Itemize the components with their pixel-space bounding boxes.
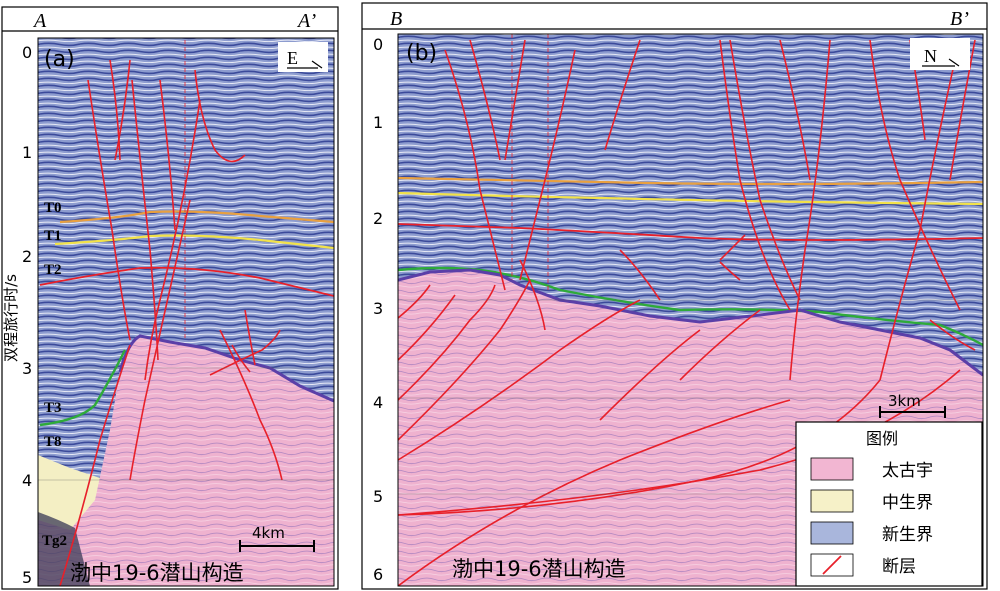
svg-text:2: 2 bbox=[22, 247, 32, 266]
time-axis-b: 0 1 2 3 4 5 6 bbox=[373, 35, 383, 584]
svg-text:6: 6 bbox=[373, 565, 383, 584]
svg-text:3: 3 bbox=[373, 299, 383, 318]
horizon-t3-a bbox=[39, 349, 127, 427]
svg-text:1: 1 bbox=[373, 113, 383, 132]
svg-text:T2: T2 bbox=[44, 262, 62, 278]
panel-a-right-label: A’ bbox=[296, 10, 316, 32]
scale-bar-a: 4km bbox=[239, 524, 315, 552]
fault-symbol-icon bbox=[822, 555, 842, 575]
svg-text:3km: 3km bbox=[888, 392, 921, 410]
svg-text:4: 4 bbox=[22, 471, 32, 490]
svg-text:4km: 4km bbox=[252, 524, 285, 542]
svg-text:T8: T8 bbox=[44, 434, 62, 450]
legend-label-fault: 断层 bbox=[882, 557, 916, 577]
faults-a bbox=[59, 59, 283, 586]
horizon-t0-a bbox=[59, 210, 334, 224]
horizon-t2-b bbox=[398, 223, 983, 241]
svg-text:1: 1 bbox=[22, 143, 32, 162]
top-archean-a bbox=[118, 334, 334, 403]
legend-swatch-mesozoic bbox=[810, 489, 854, 513]
direction-box-a: E bbox=[278, 42, 328, 72]
horizon-t1-b bbox=[398, 191, 983, 206]
horizon-t0-b bbox=[398, 176, 983, 186]
svg-text:3: 3 bbox=[22, 359, 32, 378]
horizon-labels-a: T0 T1 T2 T3 T8 Tg2 bbox=[42, 200, 67, 549]
caption-a: 渤中19-6潜山构造 bbox=[70, 561, 244, 585]
svg-text:0: 0 bbox=[373, 35, 383, 54]
y-axis-label: 双程旅行时/s bbox=[2, 274, 20, 362]
svg-text:T0: T0 bbox=[44, 200, 62, 216]
horizon-t1-a bbox=[54, 234, 334, 250]
svg-text:4: 4 bbox=[373, 393, 383, 412]
caption-b: 渤中19-6潜山构造 bbox=[452, 557, 626, 581]
legend: 图例 太古宇 中生界 新生界 断层 bbox=[795, 421, 983, 587]
direction-box-b: N bbox=[910, 38, 970, 70]
panel-b: B B’ bbox=[361, 2, 988, 590]
time-axis-a: 0 1 2 3 4 5 bbox=[22, 43, 32, 587]
panel-b-left-label: B bbox=[390, 8, 402, 30]
legend-label-archean: 太古宇 bbox=[882, 461, 933, 481]
horizon-t2-a bbox=[39, 266, 334, 297]
svg-text:5: 5 bbox=[373, 487, 383, 506]
legend-swatch-archean bbox=[810, 457, 854, 481]
svg-text:N: N bbox=[924, 46, 937, 66]
svg-text:5: 5 bbox=[22, 568, 32, 587]
panel-b-right-label: B’ bbox=[950, 8, 969, 30]
svg-text:T1: T1 bbox=[44, 228, 62, 244]
panel-a-left-label: A bbox=[32, 10, 47, 32]
svg-text:T3: T3 bbox=[44, 400, 62, 416]
top-archean-b bbox=[398, 268, 983, 377]
panel-a: A A’ bbox=[1, 6, 339, 590]
svg-text:0: 0 bbox=[22, 43, 32, 62]
horizon-t3-b bbox=[398, 266, 983, 347]
svg-text:E: E bbox=[287, 48, 298, 68]
svg-text:Tg2: Tg2 bbox=[42, 533, 67, 549]
scale-bar-b: 3km bbox=[879, 392, 946, 418]
legend-title: 图例 bbox=[866, 429, 898, 448]
archean-body-a bbox=[38, 335, 334, 586]
legend-swatch-cenozoic bbox=[810, 521, 854, 545]
svg-text:2: 2 bbox=[373, 209, 383, 228]
legend-label-mesozoic: 中生界 bbox=[882, 493, 933, 513]
panel-a-tag: (a) bbox=[44, 47, 75, 72]
tg2-zone bbox=[38, 512, 90, 586]
legend-label-cenozoic: 新生界 bbox=[882, 525, 933, 545]
faults-b bbox=[398, 39, 976, 586]
panel-b-tag: (b) bbox=[406, 41, 437, 66]
